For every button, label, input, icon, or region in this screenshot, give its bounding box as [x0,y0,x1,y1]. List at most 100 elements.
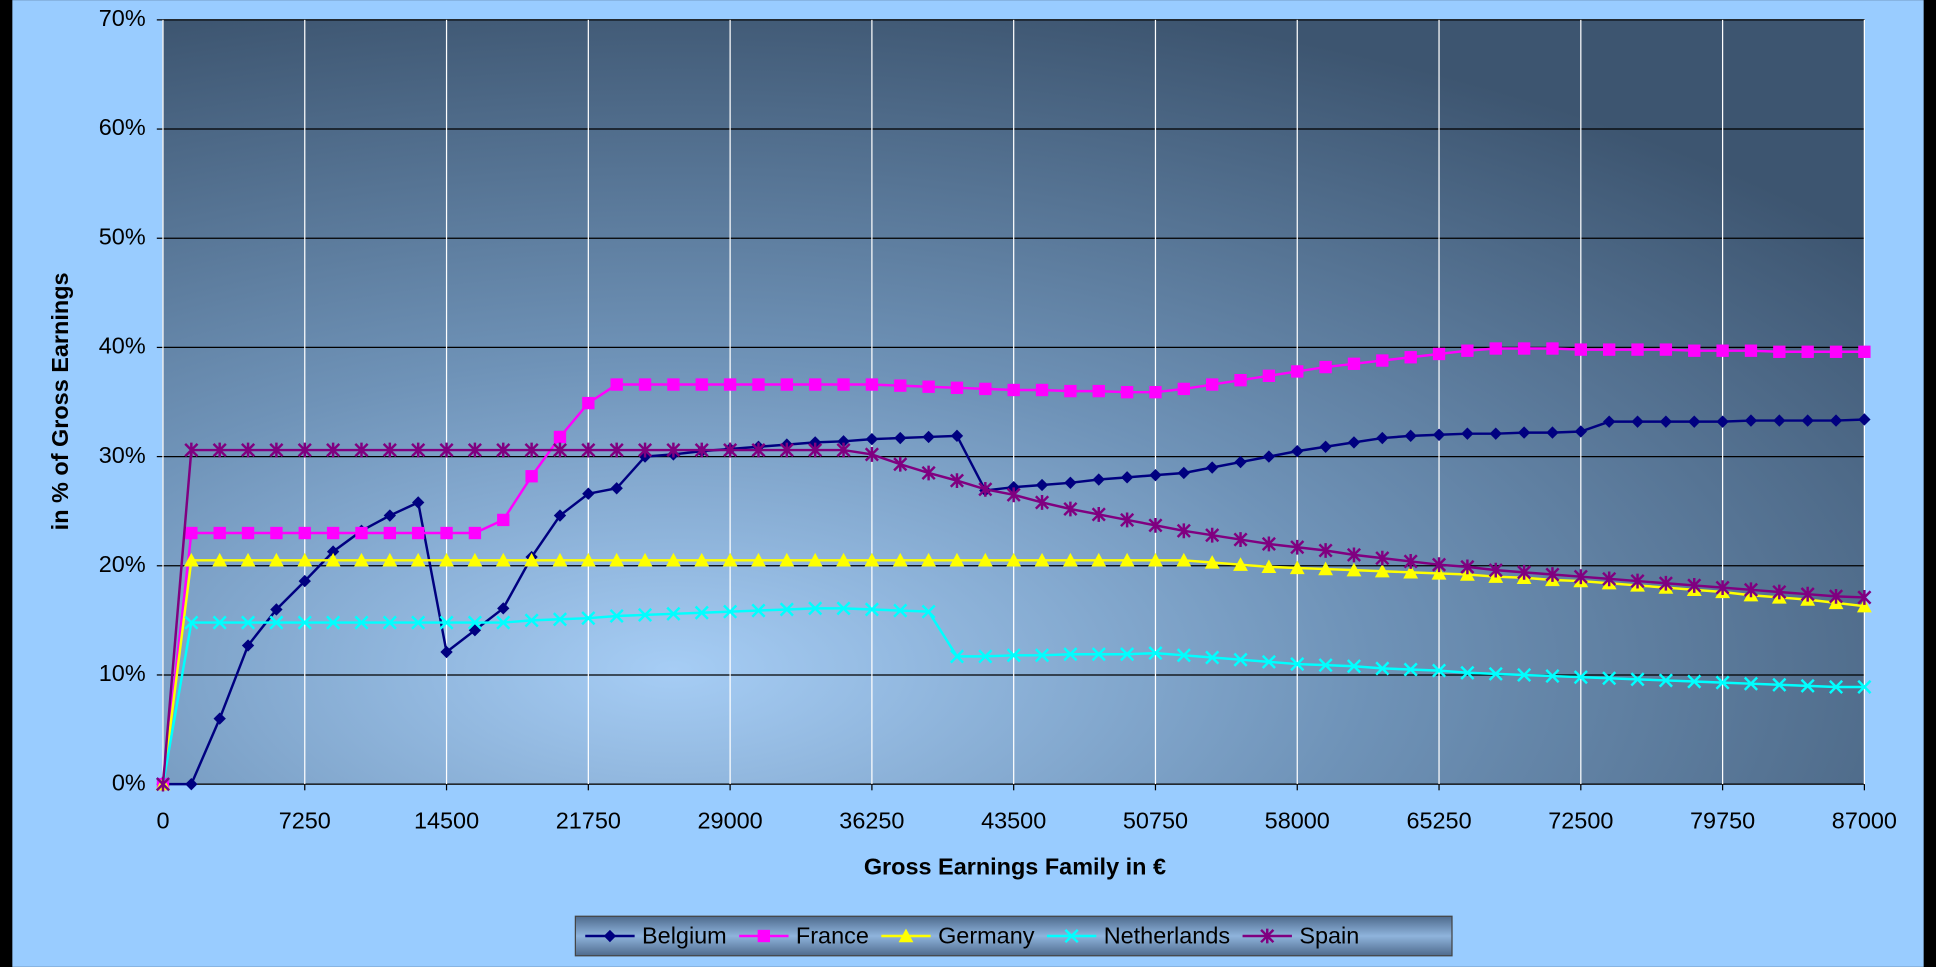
marker [553,430,567,444]
marker [495,552,511,567]
marker [1743,676,1759,691]
marker [978,649,993,664]
marker [637,552,653,567]
marker [1261,654,1276,669]
marker [1716,344,1729,357]
y-tick-label: 50% [99,223,146,249]
marker [1176,523,1191,539]
marker [496,615,511,630]
marker [1234,374,1247,387]
marker [1006,487,1021,503]
marker [977,552,993,567]
marker [1347,357,1361,370]
marker [552,442,568,458]
marker [864,552,880,567]
marker [751,552,766,567]
marker [1148,646,1163,661]
marker [1432,347,1446,361]
series [155,601,1872,792]
marker [467,442,482,458]
marker [213,526,226,540]
marker [240,552,256,567]
marker [1063,647,1078,662]
marker [497,513,510,527]
marker [212,552,228,567]
marker [837,435,850,448]
marker [666,606,681,621]
marker [1346,562,1362,577]
marker [949,473,965,489]
series [155,442,1872,792]
marker [1290,657,1305,672]
marker [836,601,851,616]
marker [297,552,313,567]
marker [1829,345,1843,358]
marker [269,442,284,458]
marker [439,552,454,567]
marker [1546,342,1559,355]
marker [1857,590,1872,605]
marker [411,442,426,458]
marker [950,429,964,443]
x-tick-label: 58000 [1265,808,1330,834]
marker [1658,575,1673,591]
marker [496,442,511,458]
marker [864,447,879,462]
marker [524,613,539,628]
marker [1858,345,1871,358]
marker [1460,559,1475,575]
marker [892,552,908,567]
marker [893,456,908,472]
marker [185,777,198,791]
marker [1801,414,1814,427]
marker [1148,552,1163,567]
marker [241,526,255,540]
marker [326,615,341,630]
marker [1006,552,1022,567]
marker [382,442,397,458]
x-tick-label: 79750 [1690,808,1755,834]
legend-marker [1064,928,1079,944]
marker [1289,560,1305,575]
y-axis-title: in % of Gross Earnings [47,272,73,530]
marker [978,481,993,497]
marker [1856,598,1872,613]
marker [1376,354,1389,367]
marker [269,615,284,630]
marker [1092,384,1105,398]
marker [298,526,311,540]
marker [752,378,765,391]
marker [723,378,737,391]
series [156,342,1871,791]
marker [1602,571,1617,587]
marker [922,380,935,393]
marker [270,603,283,616]
marker [751,603,766,618]
marker [610,378,623,391]
marker [609,608,624,624]
marker [751,442,766,458]
marker [1376,431,1389,445]
marker [666,442,681,458]
marker [582,396,595,410]
marker [1318,543,1333,558]
marker [1092,473,1105,486]
marker [807,552,823,567]
marker [1659,343,1673,356]
x-tick-label: 36250 [839,808,904,834]
marker [1461,427,1474,440]
marker [1119,552,1135,567]
marker [609,442,624,458]
marker [552,612,568,627]
x-tick-label: 21750 [556,808,621,834]
marker [1800,586,1815,602]
marker [524,552,540,567]
marker [1034,552,1050,567]
legend-label: Spain [1299,922,1359,948]
marker [355,526,368,540]
marker [1857,679,1872,695]
marker [354,442,369,458]
marker [921,465,936,481]
